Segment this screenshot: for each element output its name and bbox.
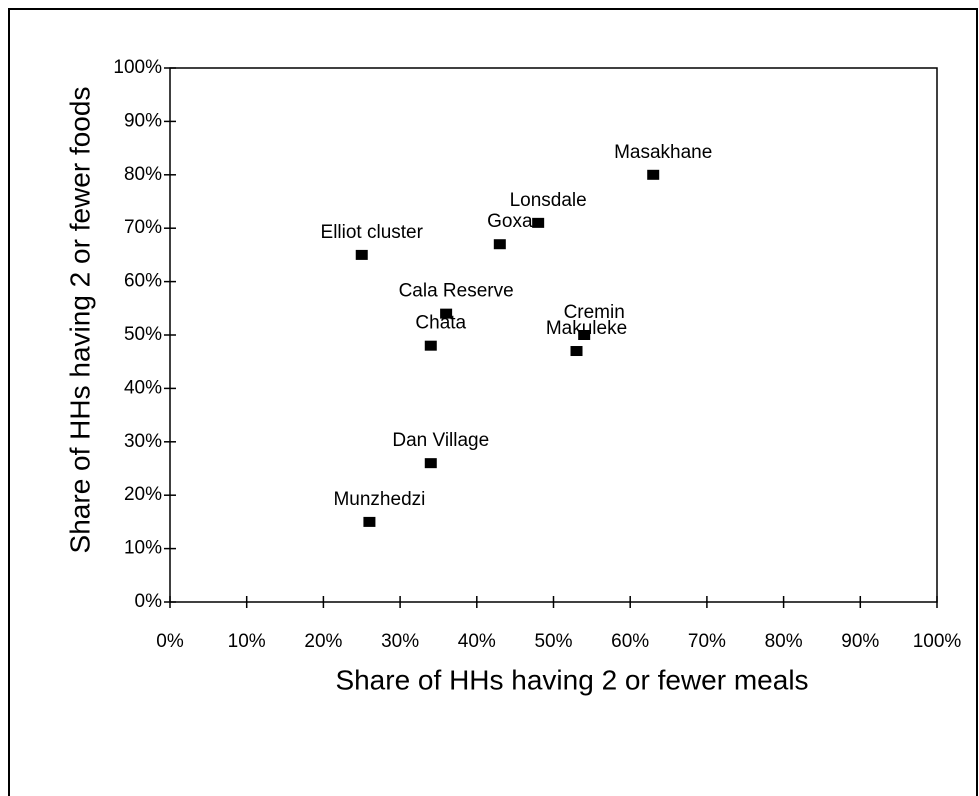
x-tick-label: 40% <box>458 631 496 652</box>
point-label: Elliot cluster <box>321 222 424 243</box>
point-label: Masakhane <box>614 142 712 163</box>
point <box>424 458 437 469</box>
point-label: Chata <box>415 313 466 334</box>
x-tick-label: 60% <box>611 631 649 652</box>
x-tick-label: 80% <box>765 631 803 652</box>
point <box>570 346 583 357</box>
y-tick-label: 60% <box>124 271 162 292</box>
x-tick-label: 70% <box>688 631 726 652</box>
point <box>647 169 660 180</box>
x-tick-label: 10% <box>228 631 266 652</box>
frame <box>8 8 978 796</box>
point-label: Cala Reserve <box>399 281 514 302</box>
x-tick-label: 20% <box>304 631 342 652</box>
y-tick-label: 40% <box>124 377 162 398</box>
point <box>363 516 376 527</box>
x-tick-label: 90% <box>841 631 879 652</box>
x-axis-title: Share of HHs having 2 or fewer meals <box>335 664 808 695</box>
point <box>424 340 437 351</box>
y-tick-label: 0% <box>135 591 163 612</box>
y-tick-label: 30% <box>124 431 162 452</box>
y-tick-label: 80% <box>124 164 162 185</box>
point-label: Cremin <box>564 302 625 323</box>
y-tick-label: 50% <box>124 324 162 345</box>
y-tick-label: 100% <box>113 57 162 78</box>
point <box>355 249 368 260</box>
point-label: Munzhedzi <box>333 489 425 510</box>
point-label: Dan Village <box>392 430 489 451</box>
point <box>578 330 591 340</box>
point-label: Goxa <box>487 211 533 232</box>
x-tick-label: 30% <box>381 631 419 652</box>
y-tick-label: 20% <box>124 484 162 505</box>
point <box>440 308 453 319</box>
point-label: Makuleke <box>546 318 627 339</box>
y-tick-label: 70% <box>124 217 162 238</box>
y-tick-label: 10% <box>124 538 162 559</box>
y-tick-label: 90% <box>124 110 162 131</box>
x-tick-label: 50% <box>534 631 572 652</box>
point-label: Lonsdale <box>510 190 587 211</box>
point <box>493 239 506 250</box>
point <box>532 217 545 228</box>
x-tick-label: 0% <box>156 631 184 652</box>
y-axis-title: Share of HHs having 2 or fewer foods <box>64 87 95 554</box>
x-tick-label: 100% <box>913 631 962 652</box>
